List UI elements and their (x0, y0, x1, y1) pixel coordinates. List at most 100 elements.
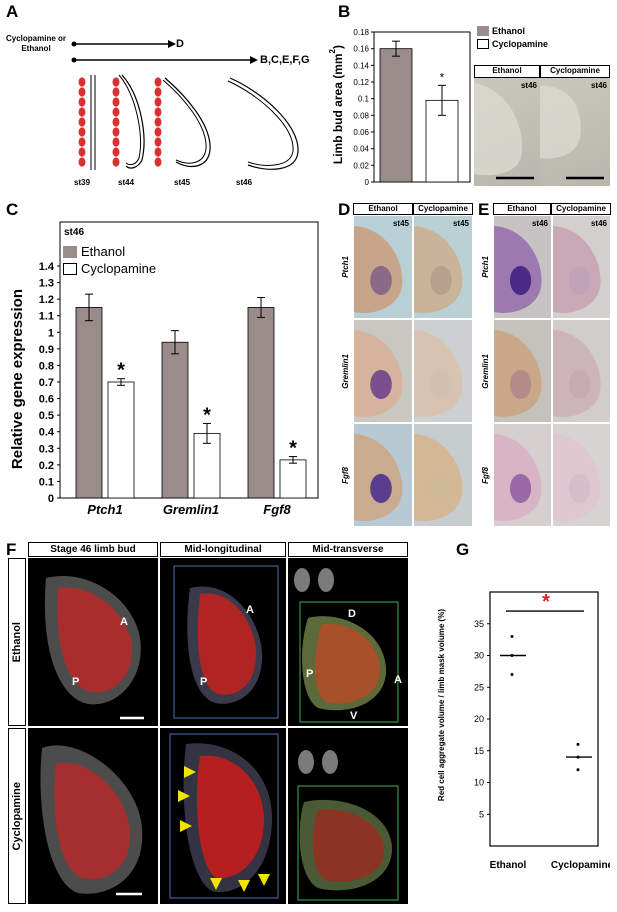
y-tick-label: 0.6 (39, 394, 54, 406)
somite-icon (154, 147, 162, 157)
somite-icon (112, 127, 120, 137)
somite-icon (154, 127, 162, 137)
somite-icon (112, 137, 120, 147)
anterior-label: A (120, 616, 128, 628)
dorsal-label: D (348, 608, 356, 620)
gene-expression-chart: 0 0.1 0.2 0.3 0.4 0.5 0.6 0.7 0.8 0.9 1 1.1 1.2 1.3 1.… (39, 221, 319, 517)
panel-d-label: D (338, 200, 351, 219)
significance-asterisk: * (117, 360, 125, 382)
category-label: Fgf8 (263, 502, 291, 517)
y-tick-label: 0.1 (39, 476, 54, 488)
embryo-st45-icon (154, 77, 162, 167)
y-tick-label: 0.04 (353, 145, 369, 154)
bar-ethanol-fgf8 (247, 307, 275, 499)
anterior-label: A (246, 604, 254, 616)
somite-icon (154, 137, 162, 147)
y-tick-label: 0.18 (353, 28, 369, 37)
insitu-fgf8-cyclopamine (413, 423, 473, 527)
panel-e-row-fgf8: Fgf8 (481, 466, 490, 484)
ethanol-swatch (477, 25, 489, 36)
insitu-fgf8-cyclopamine (552, 423, 611, 527)
somite-icon (112, 157, 120, 167)
panel-a-diagram (71, 40, 299, 170)
data-point (510, 634, 514, 638)
panel-f-header-longitudinal: Mid-longitudinal (160, 542, 286, 557)
stage-label: st46 (531, 219, 548, 228)
panel-f-row-ethanol: Ethanol (11, 621, 23, 663)
limb-area-chart: 0 0.02 0.04 0.06 0.08 0.1 0.12 0.14 0.16 0.18 * (353, 28, 471, 187)
stage-st46: st46 (236, 178, 253, 187)
posterior-label: P (200, 676, 208, 688)
legend-cyclopamine: Cyclopamine (81, 261, 157, 276)
somite-icon (78, 87, 86, 97)
somite-icon (78, 77, 86, 87)
panel-c-label: C (6, 200, 19, 219)
arrow-long-target: B,C,E,F,G (260, 54, 310, 66)
plot-frame (373, 31, 471, 183)
somite-icon (154, 107, 162, 117)
y-tick-label: 1.4 (39, 261, 55, 273)
y-tick-label: 0.16 (353, 45, 369, 54)
stage-label: st46 (590, 219, 607, 228)
y-tick-label: 0.1 (358, 95, 370, 104)
bar-cyclopamine-fgf8 (279, 459, 307, 499)
panel-d-row-fgf8: Fgf8 (341, 466, 350, 484)
data-point (510, 673, 514, 677)
panel-e-row-ptch1: Ptch1 (481, 256, 490, 278)
panel-b-legend: Ethanol Cyclopamine (477, 24, 548, 50)
cyclopamine-transverse-section (288, 728, 408, 904)
posterior-label: P (306, 668, 314, 680)
y-tick-label: 0.2 (39, 460, 54, 472)
bar-ethanol-ptch1 (75, 307, 103, 499)
ethanol-transverse-section: D P A V (288, 558, 408, 726)
somite-icon (154, 97, 162, 107)
y-tick-label: 0.3 (39, 443, 54, 455)
data-point (576, 742, 580, 746)
somite-icon (112, 77, 120, 87)
panel-f-label: F (6, 540, 17, 559)
y-tick-label: 0.7 (39, 377, 54, 389)
panel-f-header-transverse: Mid-transverse (288, 542, 408, 557)
cyclopamine-longitudinal-section (160, 728, 286, 904)
y-tick-label: 0.5 (39, 410, 54, 422)
insitu-gremlin1-ethanol (493, 319, 552, 423)
panel-e-header-cyclopamine: Cyclopamine (551, 203, 611, 215)
data-point (576, 768, 580, 772)
insitu-ptch1-cyclopamine: st45 (413, 215, 473, 319)
stage-label: st45 (392, 219, 409, 228)
panel-c-stage: st46 (64, 227, 85, 238)
category-label: Ptch1 (87, 502, 122, 517)
anterior-label: A (394, 674, 402, 686)
somite-icon (112, 107, 120, 117)
panel-a-label: A (6, 2, 19, 21)
somite-icon (154, 87, 162, 97)
y-tick-label: 0 (365, 178, 370, 187)
insitu-ptch1-cyclopamine: st46 (552, 215, 611, 319)
x-category-label: Ethanol (490, 860, 527, 871)
ventral-label: V (350, 710, 358, 722)
stage-label: st46 (520, 81, 537, 90)
ethanol-3d-limb-render: A P (28, 558, 158, 726)
y-tick-label: 25 (474, 682, 484, 692)
panel-a-treatment: Cyclopamine or Ethanol (5, 34, 66, 53)
cyclopamine-swatch (63, 262, 77, 275)
panel-b-label: B (338, 2, 351, 21)
cyclopamine-limb-photo: st46 (540, 78, 610, 186)
panel-d-header-ethanol: Ethanol (353, 203, 413, 215)
panel-b-header-cyclopamine: Cyclopamine (540, 65, 610, 78)
ethanol-longitudinal-section: A P (160, 558, 286, 726)
y-tick-label: 1.2 (39, 294, 54, 306)
panel-e-label: E (478, 200, 490, 219)
embryo-st39-icon (78, 77, 86, 167)
y-tick-label: 0.9 (39, 344, 54, 356)
somite-icon (78, 127, 86, 137)
somite-icon (112, 97, 120, 107)
posterior-label: P (72, 676, 80, 688)
significance-asterisk: * (203, 404, 211, 426)
y-tick-label: 0.06 (353, 128, 369, 137)
y-tick-label: 0.02 (353, 161, 369, 170)
somite-icon (78, 107, 86, 117)
somite-icon (154, 117, 162, 127)
somite-icon (78, 147, 86, 157)
legend-cyclopamine: Cyclopamine (492, 38, 549, 49)
